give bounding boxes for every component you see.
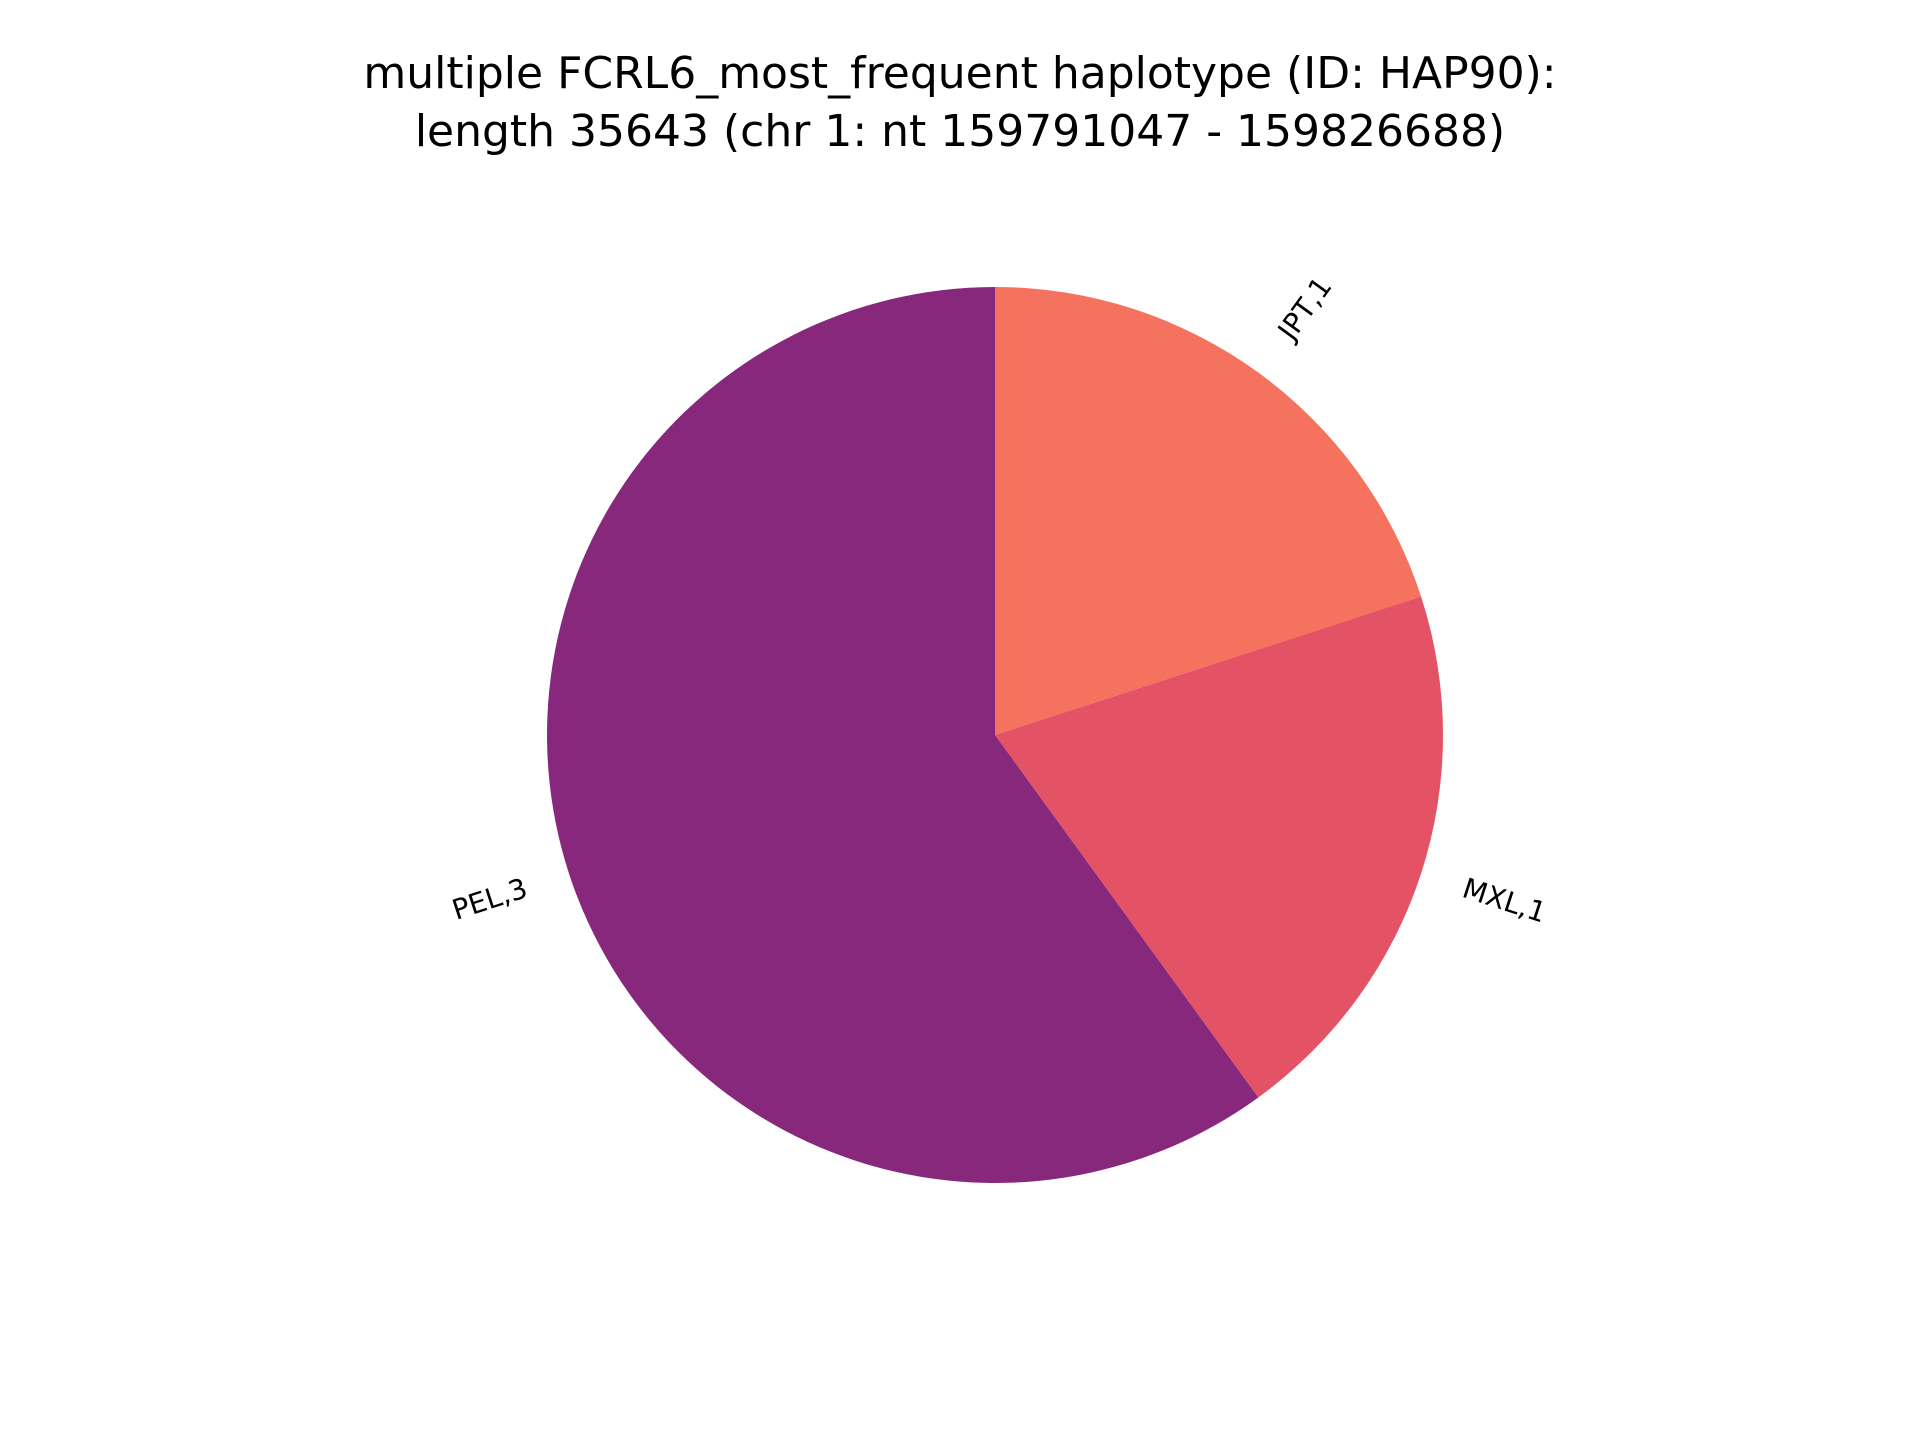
- pie-label-mxl: MXL,1: [1459, 872, 1551, 930]
- pie-label-pel: PEL,3: [448, 872, 531, 927]
- pie-label-jpt: JPT,1: [1270, 271, 1338, 348]
- chart-title-line-2: length 35643 (chr 1: nt 159791047 - 1598…: [414, 106, 1506, 157]
- pie-slice-mxl: [995, 596, 1443, 1098]
- chart-title-line-1: multiple FCRL6_most_frequent haplotype (…: [363, 48, 1557, 99]
- pie-slice-jpt: [995, 287, 1422, 735]
- pie-slice-pel: [547, 287, 1259, 1183]
- pie-slices: [547, 287, 1443, 1183]
